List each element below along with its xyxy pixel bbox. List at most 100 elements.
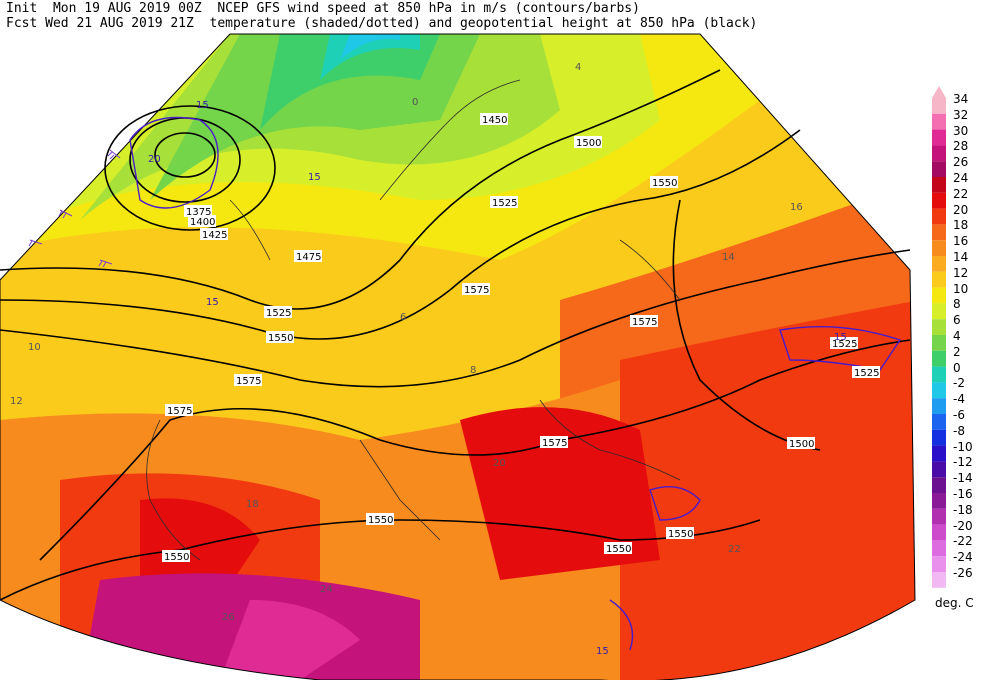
height-label: 1500: [574, 136, 602, 149]
colorbar-level-label: -4: [953, 392, 965, 407]
colorbar-swatch: [932, 256, 946, 272]
colorbar-level-label: 10: [953, 281, 969, 296]
colorbar-level-label: 2: [953, 344, 961, 359]
colorbar-swatch: [932, 572, 946, 588]
colorbar-level-label: -16: [953, 487, 973, 501]
colorbar-swatch: [932, 113, 946, 130]
colorbar-swatch: [932, 335, 946, 351]
height-label: 1525: [264, 306, 292, 319]
wind-label: 15: [196, 100, 209, 111]
colorbar-level-label: 18: [953, 218, 969, 233]
svg-text:1550: 1550: [164, 552, 189, 563]
wind-barbs: [28, 149, 121, 268]
colorbar-level-label: 16: [953, 234, 969, 249]
colorbar-level-label: -18: [953, 502, 973, 517]
header-init-line: Init Mon 19 AUG 2019 00Z NCEP GFS wind s…: [6, 1, 640, 16]
colorbar-level-label: -12: [953, 455, 973, 470]
temperature-label: 20: [493, 458, 506, 469]
map-boundary: [0, 33, 916, 680]
colorbar-swatch: [932, 271, 946, 288]
colorbar-level-label: 20: [953, 202, 969, 217]
colorbar-swatch: [932, 508, 946, 525]
colorbar-level-label: 30: [953, 123, 969, 138]
colorbar-swatch: [932, 303, 946, 320]
temperature-label: 6: [400, 312, 406, 323]
colorbar-swatch: [932, 445, 946, 462]
temperature-label-group: 16 14 12 10 8 6 4 0 18 20 22 24 26: [10, 62, 803, 623]
temperature-label: 10: [28, 342, 41, 353]
wind-label-group: 15 20 15 15 15 15: [148, 100, 847, 657]
height-label: 1525: [830, 337, 858, 350]
colorbar-unit: deg. C: [935, 596, 974, 610]
wind-label: 15: [206, 297, 219, 308]
height-label: 1575: [630, 315, 658, 328]
svg-text:1525: 1525: [492, 198, 517, 209]
height-label: 1525: [490, 196, 518, 209]
colorbar-swatch: [932, 414, 946, 430]
wind-label: 15: [596, 646, 609, 657]
svg-text:1575: 1575: [542, 438, 567, 449]
colorbar-swatch: [932, 398, 946, 414]
colorbar-level-label: 24: [953, 171, 969, 185]
height-label: 1550: [366, 513, 394, 526]
colorbar-swatch: [932, 145, 946, 162]
svg-text:1525: 1525: [832, 339, 857, 350]
height-label: 1375: [184, 205, 212, 218]
svg-text:1375: 1375: [186, 207, 211, 218]
colorbar-arrow: [932, 86, 946, 98]
colorbar-level-label: 14: [953, 250, 969, 264]
coastlines: [146, 79, 681, 561]
colorbar-level-label: -10: [953, 439, 973, 454]
colorbar-level-label: 12: [953, 265, 969, 280]
height-label: 1550: [604, 542, 632, 555]
colorbar-swatch: [932, 192, 946, 209]
colorbar-swatch: [932, 161, 946, 177]
height-label: 1550: [666, 527, 694, 540]
temperature-label: 26: [222, 612, 235, 623]
colorbar-swatch: [932, 208, 946, 225]
colorbar-swatch: [932, 556, 946, 572]
colorbar-swatch: [932, 319, 946, 335]
svg-text:1550: 1550: [652, 178, 677, 189]
temperature-label: 14: [722, 252, 735, 263]
colorbar-level-label: -14: [953, 471, 973, 486]
height-label-group: 1450 1475 1500 1525 1550 1575 1375 1400 …: [162, 113, 880, 563]
colorbar-swatch: [932, 429, 946, 446]
colorbar-level-label: -24: [953, 550, 973, 565]
height-label: 1425: [200, 228, 228, 241]
svg-text:1550: 1550: [268, 333, 293, 344]
colorbar-swatch: [932, 224, 946, 241]
colorbar-swatch: [932, 350, 946, 367]
height-label: 1400: [188, 215, 216, 228]
temperature-label: 16: [790, 202, 803, 213]
colorbar-swatch: [932, 177, 946, 193]
colorbar-swatch: [932, 366, 946, 383]
colorbar-swatch: [932, 524, 946, 541]
colorbar-level-label: -26: [953, 566, 973, 580]
colorbar-level-label: 0: [953, 360, 961, 375]
svg-text:1575: 1575: [464, 285, 489, 296]
colorbar-swatch: [932, 240, 946, 256]
height-label: 1575: [165, 404, 193, 417]
height-label: 1575: [540, 436, 568, 449]
colorbar-swatch: [932, 129, 946, 146]
wind-label: 15: [834, 332, 847, 343]
colorbar-level-label: 6: [953, 313, 961, 328]
wind-contours: [129, 116, 902, 651]
temperature-label: 4: [575, 62, 581, 73]
height-label: 1450: [480, 113, 508, 126]
colorbar-level-label: 34: [953, 92, 969, 106]
colorbar-level-label: -2: [953, 376, 965, 391]
temperature-label: 8: [470, 365, 476, 376]
colorbar-level-label: 4: [953, 329, 961, 343]
colorbar-level-label: -22: [953, 534, 973, 549]
wind-label: 20: [148, 154, 161, 165]
wind-label: 15: [308, 172, 321, 183]
svg-text:1500: 1500: [576, 138, 601, 149]
svg-text:1450: 1450: [482, 115, 507, 126]
temperature-label: 24: [320, 584, 333, 595]
colorbar-level-label: -20: [953, 518, 973, 533]
colorbar-level-label: 32: [953, 107, 969, 122]
header-forecast-line: Fcst Wed 21 AUG 2019 21Z temperature (sh…: [6, 16, 758, 31]
